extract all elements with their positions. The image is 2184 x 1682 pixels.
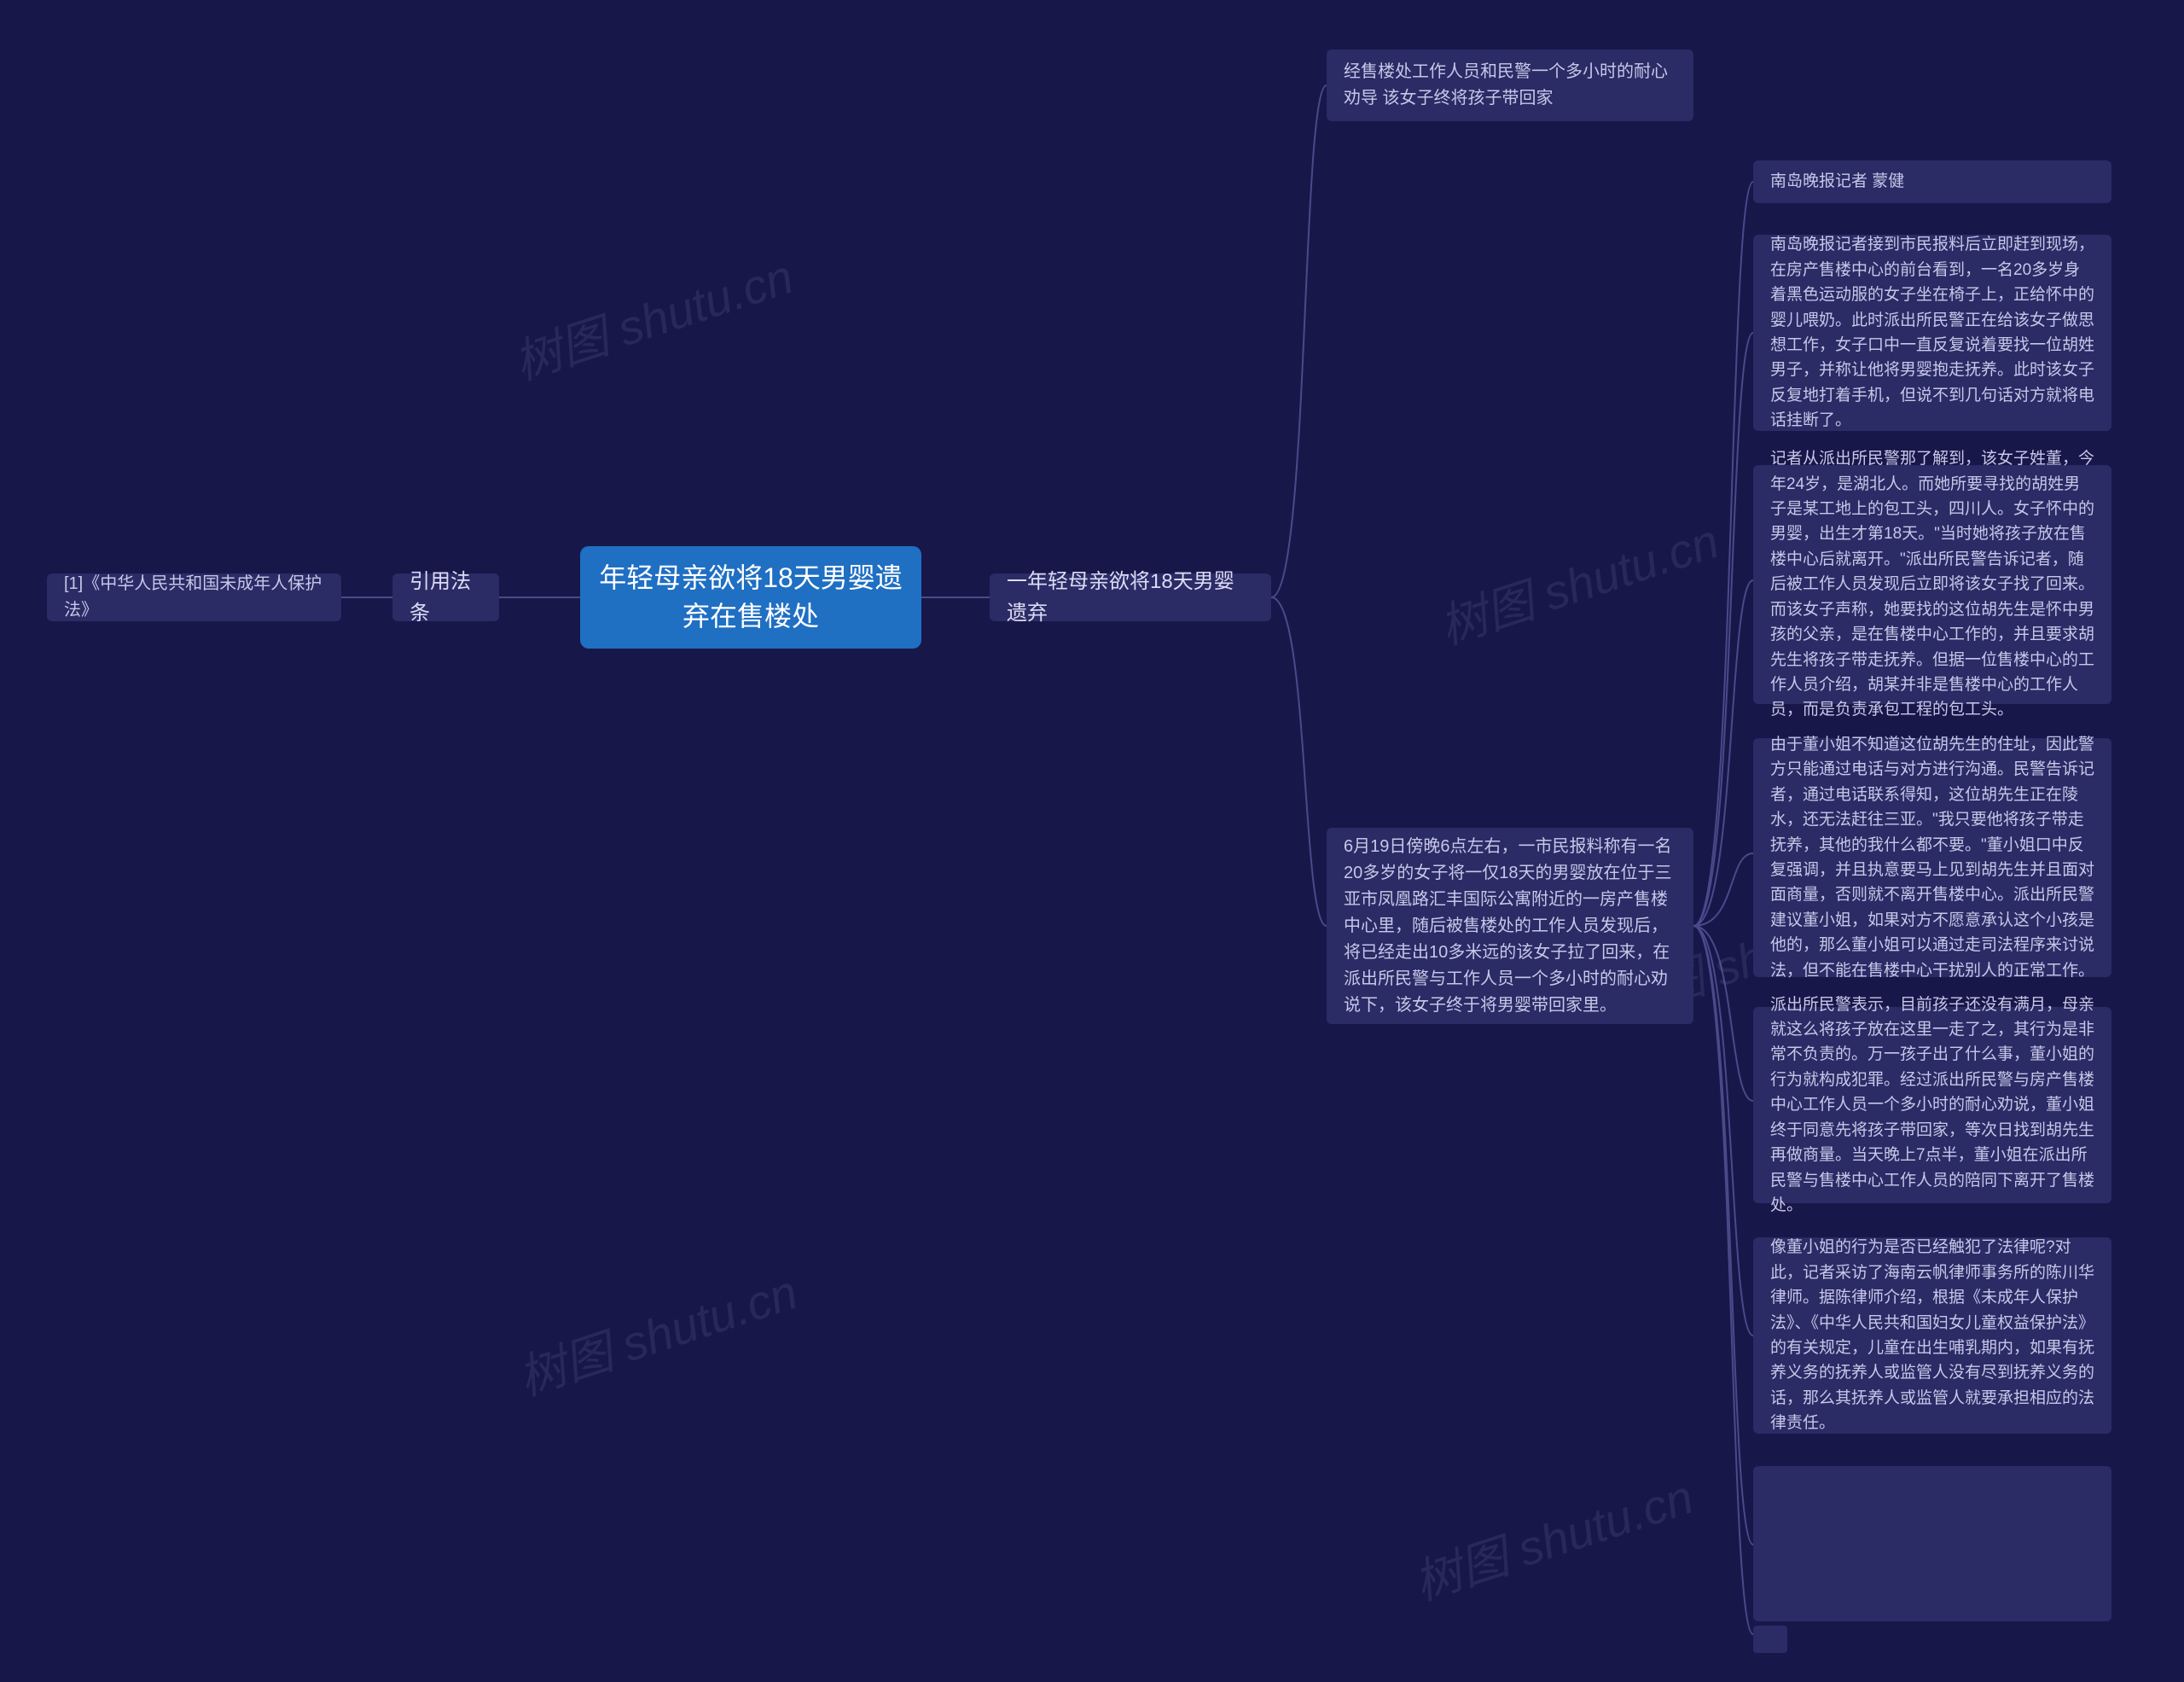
center-node[interactable]: 年轻母亲欲将18天男婴遗弃在售楼处	[580, 546, 921, 649]
detail-leaf-4[interactable]: 派出所民警表示，目前孩子还没有满月，母亲就这么将孩子放在这里一走了之，其行为是非…	[1753, 1007, 2111, 1203]
detail-leaf-4-label: 派出所民警表示，目前孩子还没有满月，母亲就这么将孩子放在这里一走了之，其行为是非…	[1770, 992, 2094, 1219]
detail-leaf-2[interactable]: 记者从派出所民警那了解到，该女子姓董，今年24岁，是湖北人。而她所要寻找的胡姓男…	[1753, 465, 2111, 704]
right-branch-label: 一年轻母亲欲将18天男婴遗弃	[1007, 566, 1254, 629]
watermark: 树图 shutu.cn	[508, 1254, 805, 1410]
left-leaf-label: [1]《中华人民共和国未成年人保护法》	[64, 571, 324, 624]
detail-leaf-2-label: 记者从派出所民警那了解到，该女子姓董，今年24岁，是湖北人。而她所要寻找的胡姓男…	[1770, 446, 2094, 723]
watermark: 树图 shutu.cn	[504, 239, 801, 394]
detail-leaf-6[interactable]	[1753, 1466, 2111, 1621]
detail-leaf-0[interactable]: 南岛晚报记者 蒙健	[1753, 160, 2111, 203]
right-detail-node[interactable]: 6月19日傍晚6点左右，一市民报料称有一名20多岁的女子将一仅18天的男婴放在位…	[1327, 828, 1693, 1024]
detail-leaf-0-label: 南岛晚报记者 蒙健	[1770, 169, 1904, 194]
right-detail-label: 6月19日傍晚6点左右，一市民报料称有一名20多岁的女子将一仅18天的男婴放在位…	[1344, 834, 1676, 1019]
detail-leaf-5-label: 像董小姐的行为是否已经触犯了法律呢?对此，记者采访了海南云帆律师事务所的陈川华律…	[1770, 1235, 2094, 1436]
detail-leaf-1[interactable]: 南岛晚报记者接到市民报料后立即赶到现场，在房产售楼中心的前台看到，一名20多岁身…	[1753, 235, 2111, 431]
detail-leaf-1-label: 南岛晚报记者接到市民报料后立即赶到现场，在房产售楼中心的前台看到，一名20多岁身…	[1770, 232, 2094, 434]
watermark: 树图 shutu.cn	[1404, 1459, 1701, 1615]
detail-leaf-5[interactable]: 像董小姐的行为是否已经触犯了法律呢?对此，记者采访了海南云帆律师事务所的陈川华律…	[1753, 1237, 2111, 1434]
detail-leaf-3[interactable]: 由于董小姐不知道这位胡先生的住址，因此警方只能通过电话与对方进行沟通。民警告诉记…	[1753, 738, 2111, 977]
left-branch-label: 引用法条	[410, 566, 482, 629]
right-summary-label: 经售楼处工作人员和民警一个多小时的耐心劝导 该女子终将孩子带回家	[1344, 59, 1676, 112]
detail-leaf-3-label: 由于董小姐不知道这位胡先生的住址，因此警方只能通过电话与对方进行沟通。民警告诉记…	[1770, 732, 2094, 983]
watermark: 树图 shutu.cn	[1430, 503, 1727, 659]
right-branch[interactable]: 一年轻母亲欲将18天男婴遗弃	[990, 573, 1271, 621]
left-leaf-law[interactable]: [1]《中华人民共和国未成年人保护法》	[47, 573, 341, 621]
right-summary-node[interactable]: 经售楼处工作人员和民警一个多小时的耐心劝导 该女子终将孩子带回家	[1327, 49, 1693, 121]
left-branch[interactable]: 引用法条	[392, 573, 499, 621]
center-label: 年轻母亲欲将18天男婴遗弃在售楼处	[597, 559, 904, 636]
detail-leaf-empty[interactable]	[1753, 1626, 1787, 1653]
